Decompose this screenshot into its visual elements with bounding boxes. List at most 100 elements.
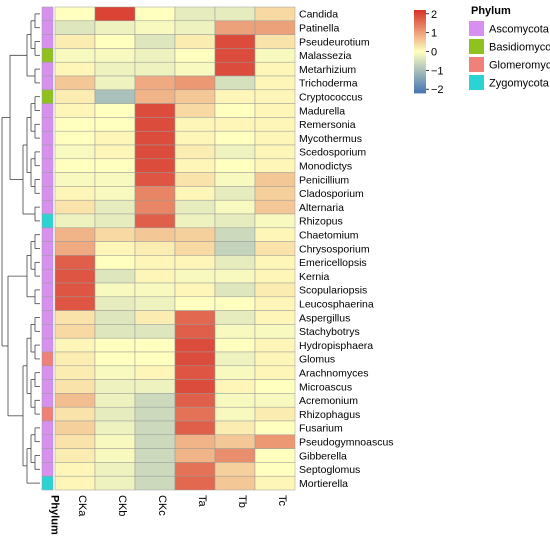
row-label: Madurella <box>299 105 345 117</box>
phylum-annotation-cell <box>41 241 54 256</box>
row-label: Fusarium <box>299 423 343 435</box>
legend-swatch <box>469 75 484 90</box>
colorbar-segment <box>414 84 426 87</box>
legend-swatch <box>469 21 484 36</box>
heatmap-cell <box>134 448 176 463</box>
colorbar-tick-label: 1 <box>431 28 437 40</box>
heatmap-cell <box>174 186 216 201</box>
heatmap-cell <box>134 337 176 353</box>
heatmap-cell <box>134 282 176 298</box>
heatmap-cell <box>54 144 96 160</box>
heatmap-cell <box>214 462 256 477</box>
heatmap-cell <box>254 393 296 408</box>
heatmap-cell <box>54 282 96 298</box>
colorbar-segment <box>414 26 426 29</box>
colorbar-segment <box>414 68 426 70</box>
heatmap-cell <box>134 213 176 229</box>
heatmap-cell <box>134 324 176 339</box>
heatmap-cell <box>134 158 176 173</box>
heatmap-cell <box>254 406 296 422</box>
heatmap-cell <box>214 34 256 49</box>
colorbar-tick-label: 2 <box>431 9 437 21</box>
colorbar-segment <box>414 12 426 15</box>
colorbar-segment <box>414 54 426 57</box>
heatmap-cell <box>254 199 296 215</box>
phylum-annotation-cell <box>41 420 54 436</box>
colorbar-segment <box>414 19 426 22</box>
colorbar-segment <box>414 65 426 68</box>
colorbar-segment <box>414 34 426 37</box>
heatmap-cell <box>174 103 216 118</box>
colorbar-segment <box>414 29 426 32</box>
phylum-annotation-cell <box>41 89 54 104</box>
row-label: Mortierella <box>299 478 348 490</box>
phylum-annotation-cell <box>41 117 54 132</box>
column-label: CKb <box>116 495 128 516</box>
heatmap-cell <box>134 186 176 201</box>
row-label: Scopulariopsis <box>299 285 367 297</box>
phylum-annotation-cell <box>41 296 54 311</box>
heatmap-cell <box>94 227 136 242</box>
row-label: Patinella <box>299 23 339 35</box>
heatmap-cell <box>214 379 256 394</box>
phylum-annotation-cell <box>41 144 54 160</box>
heatmap-cell <box>214 296 256 311</box>
heatmap-cell <box>134 268 176 284</box>
heatmap-cell <box>214 144 256 160</box>
heatmap-cell <box>54 310 96 325</box>
heatmap-cell <box>174 475 216 491</box>
heatmap-cell <box>54 337 96 353</box>
heatmap-cell <box>94 158 136 173</box>
phylum-annotation-cell <box>41 20 54 35</box>
heatmap-cell <box>134 144 176 160</box>
heatmap-cell <box>54 351 96 367</box>
heatmap-cell <box>94 103 136 118</box>
colorbar-segment <box>414 90 426 93</box>
heatmap-cell <box>174 117 216 132</box>
heatmap-cell <box>94 89 136 104</box>
legend-item-label: Ascomycota <box>489 24 550 36</box>
heatmap-cell <box>134 241 176 256</box>
row-label: Arachnomyces <box>299 368 368 380</box>
colorbar-segment <box>414 69 426 72</box>
heatmap-cell <box>254 475 296 491</box>
heatmap-cell <box>254 420 296 436</box>
row-label: Trichoderma <box>299 78 358 90</box>
heatmap-cell <box>134 406 176 422</box>
colorbar-segment <box>414 22 426 25</box>
heatmap-cell <box>94 20 136 35</box>
column-label: Tb <box>236 495 248 508</box>
heatmap-cell <box>174 144 216 160</box>
heatmap-cell <box>254 241 296 256</box>
colorbar-segment <box>414 41 426 44</box>
heatmap-cell <box>254 282 296 298</box>
heatmap-cell <box>134 379 176 394</box>
column-label: CKa <box>76 495 88 517</box>
heatmap-cell <box>174 296 216 311</box>
heatmap-cell <box>54 406 96 422</box>
column-label: Ta <box>196 495 208 508</box>
phylum-annotation-cell <box>41 282 54 298</box>
heatmap-cell <box>54 296 96 311</box>
heatmap-cell <box>214 241 256 256</box>
heatmap-cell <box>54 75 96 91</box>
heatmap-cell <box>134 130 176 146</box>
heatmap-cell <box>94 296 136 311</box>
colorbar-tick-label: −2 <box>431 84 444 96</box>
heatmap-cell <box>94 144 136 160</box>
heatmap-cells <box>54 6 296 491</box>
heatmap-cell <box>174 34 216 49</box>
colorbar-segment <box>414 63 426 66</box>
colorbar-segment <box>414 72 426 75</box>
heatmap-cell <box>214 199 256 215</box>
row-label: Cladosporium <box>299 188 364 200</box>
colorbar-segment <box>414 79 426 81</box>
column-labels: CKa CKb CKc Ta Tb Tc <box>76 495 288 517</box>
heatmap-cell <box>254 351 296 367</box>
heatmap-cell <box>94 282 136 298</box>
colorbar-segment <box>414 81 426 84</box>
heatmap-cell <box>54 34 96 49</box>
phylum-annotation-cell <box>41 61 54 77</box>
phylum-annotation-cell <box>41 75 54 91</box>
heatmap-cell <box>214 420 256 436</box>
